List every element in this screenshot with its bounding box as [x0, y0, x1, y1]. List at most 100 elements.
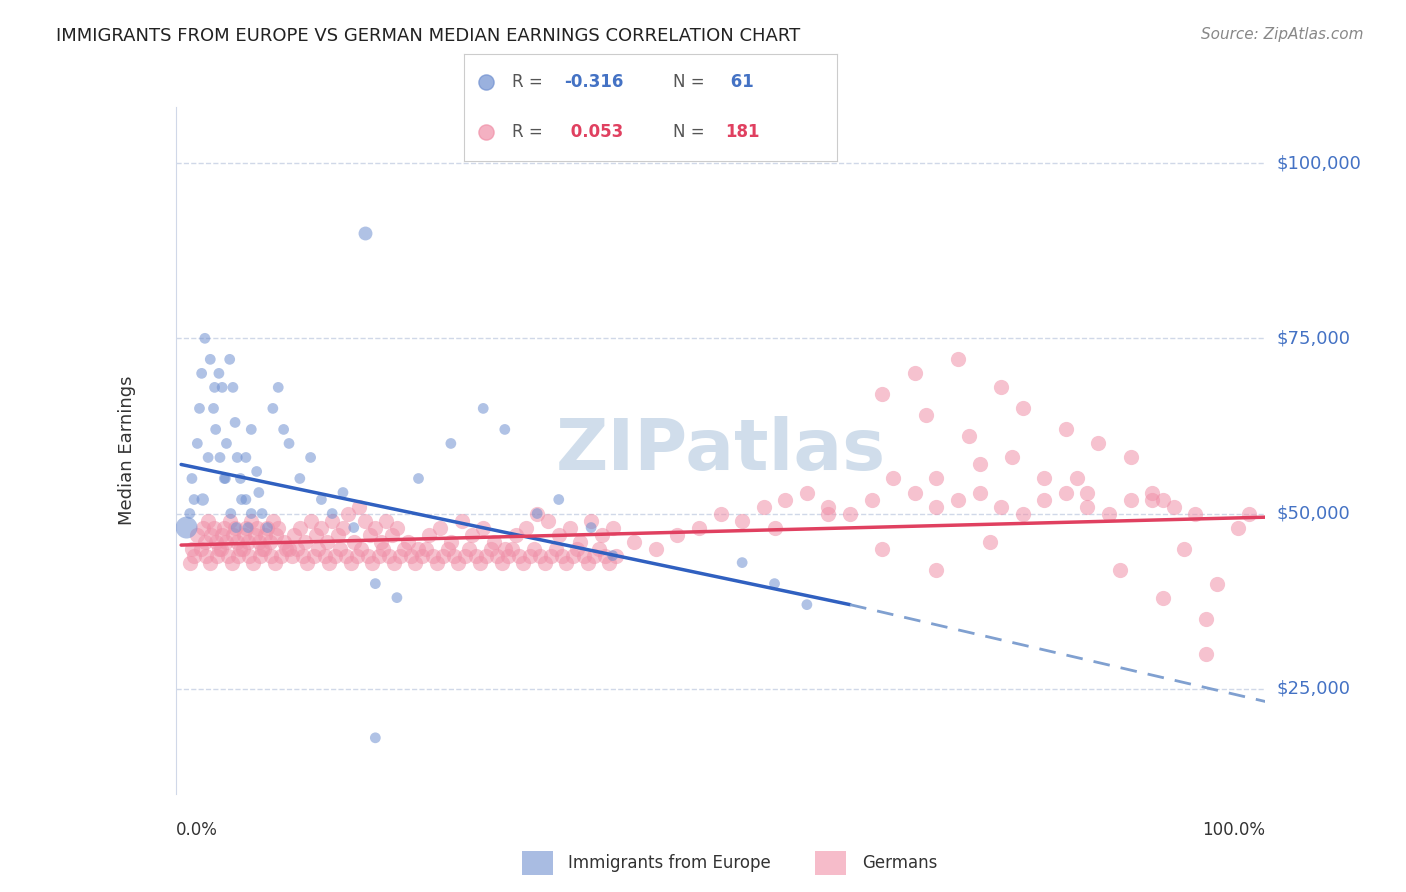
Point	[236, 534, 259, 549]
Point	[307, 541, 329, 556]
Point	[1054, 485, 1077, 500]
Point	[191, 520, 214, 534]
Point	[176, 520, 198, 534]
Point	[1152, 591, 1174, 605]
Point	[326, 527, 349, 541]
Text: 61: 61	[725, 73, 754, 91]
Point	[408, 471, 430, 485]
Point	[454, 549, 477, 563]
Point	[208, 541, 231, 556]
Point	[540, 549, 562, 563]
Point	[450, 514, 472, 528]
Point	[523, 541, 546, 556]
Point	[246, 520, 269, 534]
Point	[332, 520, 354, 534]
Point	[359, 527, 381, 541]
Text: Immigrants from Europe: Immigrants from Europe	[568, 854, 770, 872]
Point	[283, 527, 305, 541]
Point	[270, 549, 292, 563]
Point	[240, 514, 263, 528]
Point	[561, 549, 583, 563]
Point	[598, 556, 620, 570]
Point	[558, 520, 581, 534]
Point	[526, 507, 548, 521]
Point	[752, 500, 775, 514]
Point	[217, 549, 239, 563]
Point	[925, 500, 948, 514]
Point	[329, 541, 352, 556]
Point	[215, 436, 238, 450]
Point	[946, 492, 969, 507]
Point	[1237, 507, 1260, 521]
Point	[225, 520, 247, 534]
Point	[247, 485, 270, 500]
Point	[904, 367, 927, 381]
Point	[314, 549, 336, 563]
Point	[190, 367, 212, 381]
Point	[763, 520, 786, 534]
Point	[429, 520, 451, 534]
Point	[969, 458, 991, 472]
Point	[321, 507, 343, 521]
Point	[253, 541, 276, 556]
Point	[240, 507, 263, 521]
Point	[399, 549, 422, 563]
Point	[644, 541, 666, 556]
Point	[496, 549, 519, 563]
Point	[194, 534, 217, 549]
Point	[378, 549, 401, 563]
Point	[422, 549, 444, 563]
Point	[202, 520, 225, 534]
Point	[181, 541, 204, 556]
Point	[346, 549, 368, 563]
Point	[1195, 612, 1218, 626]
Point	[396, 534, 419, 549]
Text: 100.0%: 100.0%	[1202, 822, 1265, 839]
Point	[602, 549, 624, 563]
Point	[1195, 647, 1218, 661]
Point	[321, 514, 343, 528]
Point	[415, 541, 437, 556]
Text: R =: R =	[512, 123, 548, 141]
Point	[479, 541, 502, 556]
Point	[370, 534, 392, 549]
Point	[231, 492, 253, 507]
Point	[262, 401, 284, 416]
Point	[817, 507, 839, 521]
Point	[533, 556, 555, 570]
Point	[591, 527, 613, 541]
Point	[775, 492, 797, 507]
Point	[238, 549, 260, 563]
Text: $25,000: $25,000	[1277, 680, 1351, 698]
Text: $50,000: $50,000	[1277, 505, 1350, 523]
Point	[179, 556, 201, 570]
Point	[191, 492, 214, 507]
Point	[247, 534, 270, 549]
Point	[256, 520, 278, 534]
Point	[302, 549, 325, 563]
Point	[579, 520, 602, 534]
Point	[472, 520, 495, 534]
Text: IMMIGRANTS FROM EUROPE VS GERMAN MEDIAN EARNINGS CORRELATION CHART: IMMIGRANTS FROM EUROPE VS GERMAN MEDIAN …	[56, 27, 800, 45]
Point	[763, 576, 786, 591]
Point	[343, 534, 366, 549]
Point	[186, 527, 208, 541]
Point	[583, 549, 606, 563]
Point	[1011, 507, 1033, 521]
Point	[375, 514, 398, 528]
Point	[350, 541, 373, 556]
Point	[1140, 492, 1163, 507]
Point	[202, 401, 225, 416]
Point	[1011, 401, 1033, 416]
Point	[249, 549, 271, 563]
Point	[461, 527, 484, 541]
Point	[208, 367, 231, 381]
Point	[181, 471, 204, 485]
Point	[394, 541, 416, 556]
Point	[1227, 520, 1250, 534]
Point	[872, 541, 894, 556]
Point	[411, 549, 433, 563]
Point	[519, 549, 541, 563]
Point	[214, 471, 236, 485]
Point	[408, 541, 430, 556]
